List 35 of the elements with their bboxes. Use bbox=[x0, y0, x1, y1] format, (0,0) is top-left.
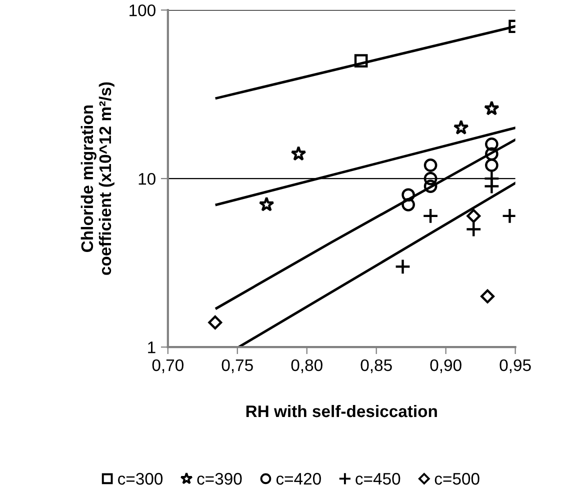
x-tick-label: 0,75 bbox=[222, 359, 253, 374]
x-tick-label: 0,85 bbox=[360, 359, 392, 374]
point bbox=[484, 100, 500, 116]
x-tick-label: 0,90 bbox=[430, 359, 462, 374]
x-axis-title: RH with self-desiccation bbox=[246, 404, 437, 418]
point bbox=[466, 208, 481, 223]
point bbox=[480, 289, 495, 304]
point bbox=[422, 208, 439, 224]
x-tick-label: 0,95 bbox=[500, 359, 531, 374]
point bbox=[290, 146, 306, 161]
x-tick-label: 0,70 bbox=[152, 359, 184, 374]
point bbox=[466, 221, 482, 238]
point bbox=[453, 120, 469, 135]
point bbox=[394, 258, 411, 275]
point bbox=[485, 147, 498, 161]
legend-label: c=450 bbox=[356, 472, 400, 485]
y-tick-label: 100 bbox=[130, 4, 156, 16]
x-tick-label: 0,80 bbox=[291, 359, 322, 374]
point bbox=[484, 178, 500, 194]
point bbox=[424, 172, 438, 186]
point bbox=[258, 196, 274, 212]
point bbox=[208, 315, 222, 330]
point bbox=[485, 138, 498, 151]
point bbox=[402, 198, 415, 212]
y-tick-label: 10 bbox=[138, 172, 156, 185]
legend-label: c=500 bbox=[434, 472, 480, 485]
legend-label: c=420 bbox=[276, 472, 321, 485]
legend-label: c=390 bbox=[197, 472, 242, 485]
legend-label: c=300 bbox=[118, 472, 163, 485]
point bbox=[424, 158, 438, 172]
y-axis-title: Chloride migration coefficient (x10^12 m²/s) bbox=[80, 82, 114, 275]
point bbox=[402, 188, 415, 202]
point bbox=[485, 158, 498, 172]
point bbox=[424, 180, 438, 193]
y-tick-label: 1 bbox=[148, 342, 156, 354]
